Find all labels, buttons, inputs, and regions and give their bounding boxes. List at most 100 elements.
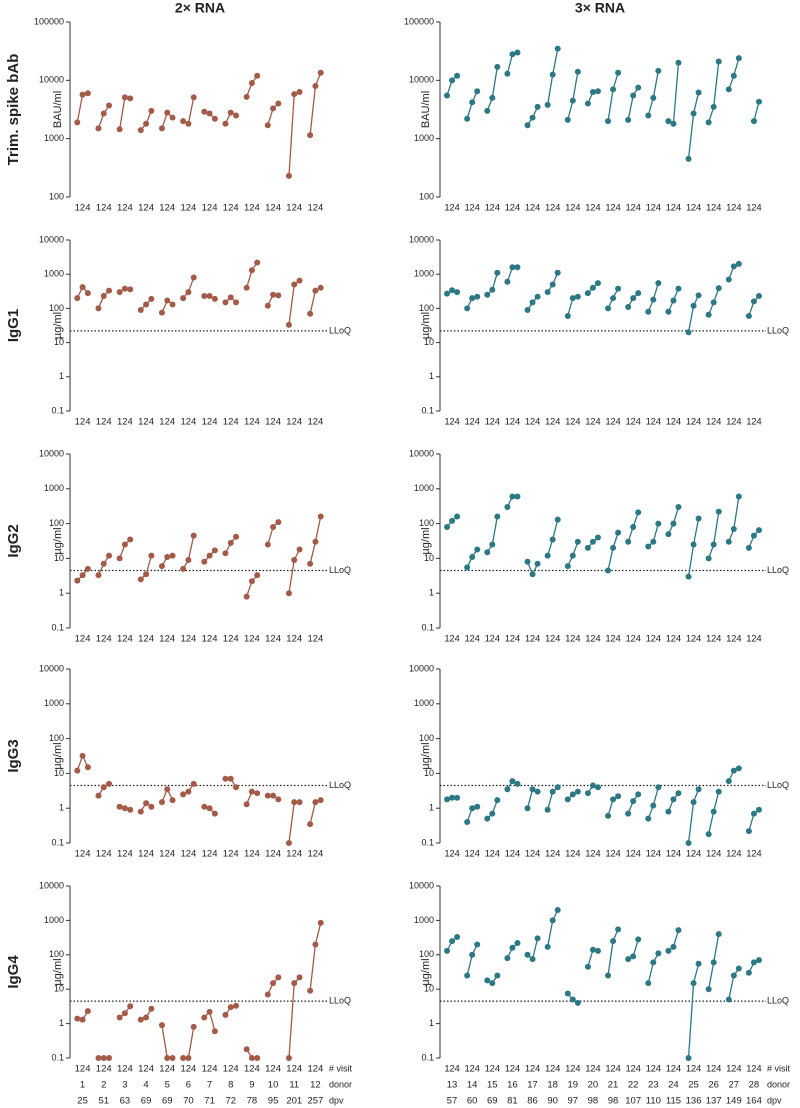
data-point — [670, 943, 677, 950]
data-point — [750, 118, 757, 125]
data-point — [554, 269, 561, 276]
visit-label: 1 — [545, 203, 550, 214]
data-point — [655, 520, 662, 527]
data-point — [524, 805, 531, 812]
visit-label: 2 — [80, 1064, 85, 1075]
data-point — [121, 805, 128, 812]
visit-label: 1 — [746, 1064, 751, 1075]
data-point — [564, 990, 571, 997]
visit-label: 1 — [244, 634, 249, 645]
data-point — [206, 1008, 213, 1015]
visit-label: 2 — [292, 1064, 297, 1075]
visit-label: 2 — [570, 203, 575, 214]
donor-line — [687, 92, 700, 159]
visit-label: 1 — [307, 634, 312, 645]
y-tick-label: 0.1 — [51, 622, 64, 632]
data-point — [464, 972, 471, 979]
visit-label: 2 — [731, 634, 736, 645]
row-title: IgG2 — [5, 524, 22, 557]
donor-label: 17 — [527, 1080, 538, 1091]
data-point — [317, 919, 324, 926]
data-point — [248, 578, 255, 585]
visit-label: 4 — [515, 634, 520, 645]
visit-label: 1 — [180, 849, 185, 860]
donor-line — [97, 105, 110, 129]
data-point — [529, 299, 536, 306]
visit-label: 2 — [550, 417, 555, 428]
data-point — [464, 115, 471, 122]
visit-label: 4 — [636, 849, 641, 860]
donor-line — [607, 929, 619, 976]
visit-label: 2 — [510, 1064, 515, 1075]
visit-label: 2 — [651, 634, 656, 645]
visit-label: 4 — [736, 417, 741, 428]
data-point — [211, 547, 218, 554]
visit-label: 2 — [207, 417, 212, 428]
dpv-label: 57 — [447, 1096, 458, 1107]
data-point — [489, 94, 496, 101]
visit-label: 4 — [595, 417, 600, 428]
visit-label: 2 — [80, 203, 85, 214]
visit-label: 4 — [276, 849, 281, 860]
data-point — [745, 544, 752, 551]
visit-label: 1 — [585, 203, 590, 214]
data-point — [584, 544, 591, 551]
data-point — [755, 957, 762, 964]
visit-label: 4 — [495, 849, 500, 860]
data-point — [484, 549, 491, 556]
data-point — [735, 493, 742, 500]
visit-label: 4 — [656, 203, 661, 214]
visit-label: 4 — [276, 203, 281, 214]
data-point — [222, 775, 229, 782]
visit-label: 1 — [485, 203, 490, 214]
visit-label: 2 — [207, 203, 212, 214]
visit-label: 4 — [454, 417, 459, 428]
visit-label: 1 — [75, 417, 80, 428]
data-point — [137, 808, 144, 815]
data-point — [504, 786, 511, 793]
visit-label: 4 — [656, 1064, 661, 1075]
data-point — [544, 806, 551, 813]
visit-label: 4 — [656, 634, 661, 645]
visit-label: 1 — [444, 634, 449, 645]
data-point — [675, 790, 682, 797]
visit-label: 2 — [490, 1064, 495, 1075]
visit-label: 4 — [454, 203, 459, 214]
y-tick-label: 1000 — [414, 915, 434, 925]
data-point — [317, 69, 324, 76]
visit-label: 4 — [454, 1064, 459, 1075]
visit-label: 1 — [505, 634, 510, 645]
visit-label: 2 — [671, 634, 676, 645]
data-point — [254, 1055, 261, 1061]
visit-label: 2 — [313, 417, 318, 428]
data-point — [233, 1002, 240, 1009]
visit-label: 2 — [101, 417, 106, 428]
visit-label: 4 — [191, 634, 196, 645]
data-point — [206, 805, 213, 812]
data-point — [312, 799, 319, 806]
data-point — [312, 538, 319, 545]
donor-label: 19 — [568, 1080, 579, 1091]
visit-label: 2 — [731, 417, 736, 428]
y-tick-label: 1000 — [414, 133, 434, 143]
visit-label: 4 — [716, 1064, 721, 1075]
visit-label: 1 — [666, 203, 671, 214]
data-point — [106, 780, 113, 787]
visit-label: 4 — [106, 634, 111, 645]
data-point — [489, 980, 496, 987]
visit-label: 4 — [128, 417, 133, 428]
data-point — [148, 1005, 155, 1012]
visit-label: 4 — [233, 203, 238, 214]
data-point — [635, 509, 642, 516]
visit-label: 2 — [651, 203, 656, 214]
data-point — [705, 555, 712, 562]
donor-line — [183, 1026, 195, 1059]
visit-label: 2 — [550, 634, 555, 645]
visit-label: 1 — [525, 1064, 530, 1075]
data-point — [610, 938, 617, 945]
data-point — [243, 284, 250, 291]
data-point — [270, 980, 277, 987]
visit-label: 2 — [691, 417, 696, 428]
donor-line — [667, 792, 679, 812]
visit-label: 1 — [686, 849, 691, 860]
